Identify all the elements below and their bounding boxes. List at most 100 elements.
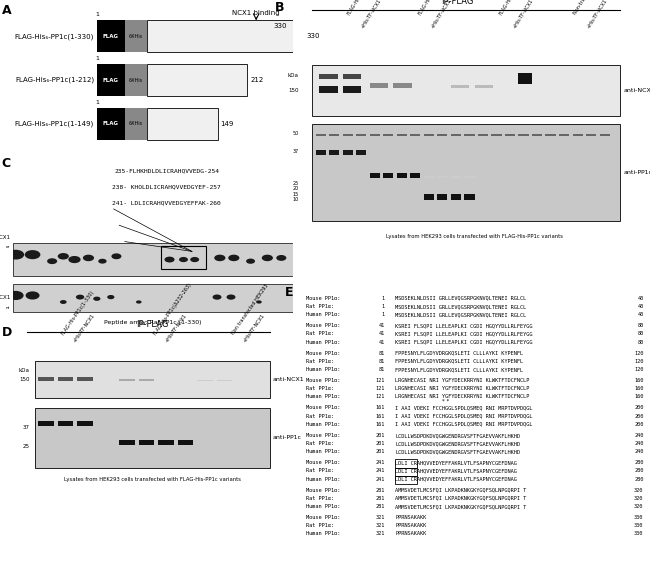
Bar: [139, 379, 154, 381]
Text: 281: 281: [376, 504, 385, 509]
Text: LCDLLWSDPDKDVQGWGENDRGVSFTFGAEVVAKFLHKHD: LCDLLWSDPDKDVQGWGENDRGVSFTFGAEVVAKFLHKHD: [395, 449, 520, 454]
Text: 280: 280: [634, 477, 644, 482]
Circle shape: [7, 250, 24, 259]
Text: nt: nt: [6, 306, 10, 310]
Text: Mouse PP1α:: Mouse PP1α:: [306, 323, 340, 328]
Text: +His-TF-NCX1: +His-TF-NCX1: [512, 0, 534, 29]
Text: Non-transfected HEK293: Non-transfected HEK293: [573, 0, 609, 16]
Text: 201: 201: [376, 433, 385, 438]
Bar: [178, 440, 193, 445]
Text: Mouse PP1α:: Mouse PP1α:: [306, 406, 340, 410]
Text: Rat PP1α:: Rat PP1α:: [306, 331, 333, 336]
Bar: [370, 134, 380, 136]
Text: kDa: kDa: [288, 73, 299, 78]
Bar: [451, 85, 469, 88]
Text: KSREI FLSQPI LLELEAPLKI CGDI HGQYYDLLRLFEYGG: KSREI FLSQPI LLELEAPLKI CGDI HGQYYDLLRLF…: [395, 339, 532, 345]
Bar: [77, 377, 93, 381]
Text: MSDSEKLNLDSII GRLLEVQGSRPGKNVQLTENEI RGLCL: MSDSEKLNLDSII GRLLEVQGSRPGKNVQLTENEI RGL…: [395, 296, 526, 301]
Text: FLAG-His-PP1c(1-149): FLAG-His-PP1c(1-149): [498, 0, 530, 16]
Bar: [125, 108, 147, 140]
Text: 161: 161: [376, 406, 385, 410]
Text: 320: 320: [634, 496, 644, 501]
Text: LRGNHECASI NRI YGFYDECKRRYNI KLWKTFTDCFNCLP: LRGNHECASI NRI YGFYDECKRRYNI KLWKTFTDCFN…: [395, 387, 530, 391]
Bar: [505, 134, 515, 136]
Text: +His-TF-NCX1: +His-TF-NCX1: [242, 313, 266, 344]
Bar: [316, 134, 326, 136]
Text: 161: 161: [376, 414, 385, 419]
Text: 25: 25: [292, 181, 299, 186]
Text: 330: 330: [307, 33, 320, 40]
Bar: [119, 379, 135, 381]
Circle shape: [228, 255, 239, 261]
Text: Human PP1α:: Human PP1α:: [306, 504, 340, 509]
Text: AMMSVDETLMCSFQI LKPADKNKGKYGQFSQLNPGQRPI T: AMMSVDETLMCSFQI LKPADKNKGKYGQFSQLNPGQRPI…: [395, 488, 526, 493]
Text: LDLI CRAHQVVEDYEFFAKRLVTLFSAPNYCGEFDNAG: LDLI CRAHQVVEDYEFFAKRLVTLFSAPNYCGEFDNAG: [395, 469, 517, 473]
Text: Mouse PP1α:: Mouse PP1α:: [306, 433, 340, 438]
Text: 330: 330: [634, 532, 644, 536]
Text: 1: 1: [95, 100, 99, 105]
Text: LDLI CRAHQVVEDYEFFAKRLVTLFSAPNYCGEFDNAG: LDLI CRAHQVVEDYEFFAKRLVTLFSAPNYCGEFDNAG: [395, 461, 517, 465]
Text: 1: 1: [382, 312, 385, 317]
Text: 212: 212: [250, 77, 263, 83]
Circle shape: [164, 257, 175, 262]
Text: NCX1 binding: NCX1 binding: [232, 10, 280, 16]
Text: 20: 20: [292, 186, 299, 191]
Bar: [393, 83, 412, 88]
Bar: [396, 134, 407, 136]
Bar: [356, 150, 367, 155]
Bar: [356, 134, 367, 136]
Text: 1: 1: [382, 296, 385, 301]
Text: 121: 121: [376, 387, 385, 391]
Text: + His-TF-NCX1: + His-TF-NCX1: [0, 235, 10, 240]
Text: +His-TF-NCX1: +His-TF-NCX1: [430, 0, 453, 29]
Bar: [395, 476, 417, 484]
Text: 80: 80: [637, 331, 644, 336]
Bar: [343, 134, 353, 136]
Bar: [586, 134, 596, 136]
Circle shape: [76, 294, 85, 300]
Text: FLAG-His₆-PP1c(1-330): FLAG-His₆-PP1c(1-330): [15, 33, 94, 40]
Bar: [97, 108, 125, 140]
Bar: [424, 194, 434, 199]
Circle shape: [276, 255, 287, 261]
Text: 81: 81: [379, 367, 385, 372]
Text: LCDLLWSDPDKDVQGWGENDRGVSFTFGAEVVAKFLHKHD: LCDLLWSDPDKDVQGWGENDRGVSFTFGAEVVAKFLHKHD: [395, 441, 520, 446]
Text: anti-PP1c: anti-PP1c: [273, 436, 302, 440]
Text: 6XHis: 6XHis: [129, 121, 143, 127]
Text: 241: 241: [376, 461, 385, 465]
Bar: [77, 421, 93, 426]
Text: 121: 121: [376, 395, 385, 399]
Bar: [573, 134, 582, 136]
Bar: [464, 194, 474, 199]
Bar: [217, 380, 233, 381]
Circle shape: [256, 300, 262, 304]
Text: LRGNHECASI NRI YGFYDECKRRYNI KLWKTFTDCFNCLP: LRGNHECASI NRI YGFYDECKRRYNI KLWKTFTDCFN…: [395, 395, 530, 399]
Text: 81: 81: [379, 359, 385, 364]
Text: FPPESNYLFLGDYVDRGKQSLETI CLLLAYKI KYPENFL: FPPESNYLFLGDYVDRGKQSLETI CLLLAYKI KYPENF…: [395, 359, 523, 364]
Text: 120: 120: [634, 351, 644, 356]
Text: FLAG: FLAG: [103, 78, 119, 83]
Text: E: E: [285, 286, 294, 298]
Text: 200: 200: [634, 422, 644, 427]
Text: or: or: [6, 245, 10, 249]
Circle shape: [214, 255, 226, 261]
Text: 1: 1: [95, 12, 99, 17]
Bar: [370, 173, 380, 178]
Text: I AAI VDEKI FCCHGGLSPDLQSMEQ RNI MRPTDVPDQGL: I AAI VDEKI FCCHGGLSPDLQSMEQ RNI MRPTDVP…: [395, 422, 532, 427]
Bar: [329, 150, 339, 155]
Text: 40: 40: [637, 312, 644, 317]
Text: FLAG-His-PP1c(1-330): FLAG-His-PP1c(1-330): [60, 290, 95, 336]
Circle shape: [25, 292, 40, 300]
Text: PPRNSAKAKK: PPRNSAKAKK: [395, 532, 426, 536]
Text: IP-FLAG: IP-FLAG: [136, 320, 169, 329]
Circle shape: [107, 295, 114, 299]
Text: I AAI VDEKI FCCHGGLSPDLQSMEQ RNI MRPTDVPDQGL: I AAI VDEKI FCCHGGLSPDLQSMEQ RNI MRPTDVP…: [395, 406, 532, 410]
Text: anti-NCX1: anti-NCX1: [273, 377, 305, 382]
Text: anti-NCX1: anti-NCX1: [623, 88, 650, 93]
Text: 37: 37: [23, 424, 30, 430]
Text: Rat PP1α:: Rat PP1α:: [306, 469, 333, 473]
Text: IP-FLAG: IP-FLAG: [441, 0, 474, 6]
Bar: [312, 124, 620, 221]
Bar: [147, 20, 304, 52]
Text: 25: 25: [23, 444, 30, 449]
